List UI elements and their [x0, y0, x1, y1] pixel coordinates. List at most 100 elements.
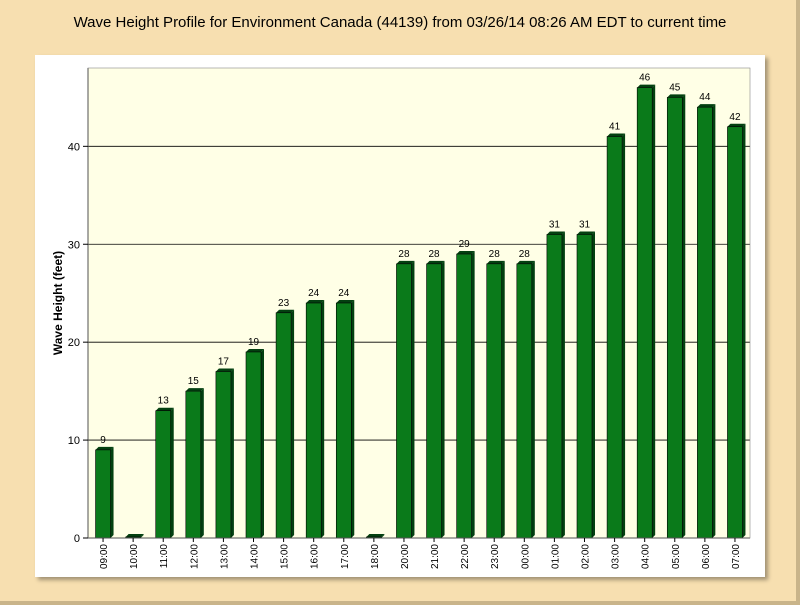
y-tick-label: 40 — [68, 141, 80, 153]
bar-value-label: 24 — [338, 288, 350, 299]
bar-top — [125, 534, 144, 537]
bar-value-label: 44 — [699, 92, 711, 103]
bar-side — [321, 300, 325, 538]
bar — [727, 126, 743, 539]
bar-value-label: 42 — [729, 112, 741, 123]
x-tick-label: 15:00 — [280, 544, 291, 569]
bar-side — [291, 309, 295, 538]
bar — [95, 449, 111, 539]
bar-value-label: 19 — [248, 337, 260, 348]
x-tick-label: 07:00 — [731, 544, 742, 569]
bar-side — [592, 231, 595, 539]
bar-top — [516, 260, 535, 264]
x-ticks: 09:00 10:00 11:00 12:00 13:00 14:00 15:00 16:00… — [99, 538, 742, 569]
x-tick-label: 00:00 — [520, 544, 531, 569]
x-tick-label: 16:00 — [310, 544, 321, 569]
bar — [275, 312, 292, 539]
bar-side — [351, 300, 355, 538]
bar-top — [276, 309, 295, 313]
bar-side — [411, 260, 415, 538]
x-tick-label: 06:00 — [701, 544, 712, 569]
y-tick-label: 30 — [68, 239, 80, 251]
bar-top — [697, 104, 716, 108]
bar — [305, 302, 322, 539]
bar-top — [215, 368, 234, 372]
bar-value-label: 24 — [308, 288, 320, 299]
x-tick-label: 03:00 — [611, 544, 622, 569]
bar — [426, 263, 442, 539]
y-tick-label: 10 — [68, 435, 80, 447]
bar — [486, 263, 503, 539]
bar-side — [652, 84, 656, 538]
bar-top — [607, 133, 626, 137]
bar-value-label: 28 — [398, 249, 410, 260]
bar-value-label: 46 — [639, 73, 651, 84]
x-tick-label: 04:00 — [641, 544, 652, 569]
bar-value-label: 31 — [549, 219, 561, 230]
bar-side — [561, 231, 565, 539]
bar-side — [501, 260, 505, 538]
bar-side — [622, 133, 626, 538]
bar-top — [306, 300, 325, 303]
plot-border — [87, 67, 751, 539]
bar-value-label: 17 — [218, 357, 230, 368]
bar-value-label: 23 — [278, 298, 290, 309]
bar-value-label: 45 — [669, 82, 681, 93]
x-tick-label: 20:00 — [400, 544, 411, 569]
bar-top — [727, 123, 746, 127]
bar-value-label: 15 — [188, 376, 200, 387]
x-tick-label: 17:00 — [340, 544, 351, 569]
bar-top — [336, 300, 355, 303]
bar-side — [230, 368, 234, 538]
bar-top — [426, 260, 445, 264]
bar-value-label: 13 — [158, 396, 170, 407]
x-tick-label: 18:00 — [370, 544, 381, 569]
x-tick-label: 13:00 — [219, 544, 230, 569]
bars: 9 13 15 17 19 23 24 24 28 28 29 28 28 31 31 41 46 45 44 42 — [95, 73, 746, 539]
bar-side — [140, 534, 144, 538]
bar — [245, 351, 262, 539]
bar-side — [712, 104, 716, 539]
bar-side — [261, 348, 264, 538]
bar — [335, 302, 352, 539]
bar-side — [200, 388, 204, 538]
x-tick-label: 12:00 — [189, 544, 200, 569]
y-tick-label: 20 — [68, 337, 80, 349]
chart-title: Wave Height Profile for Environment Cana… — [73, 14, 727, 31]
bar — [576, 234, 593, 539]
bar-side — [441, 260, 445, 538]
bar-side — [110, 446, 114, 538]
bar-side — [531, 260, 535, 538]
bar-top — [456, 251, 475, 255]
x-tick-label: 01:00 — [550, 544, 561, 569]
bar-value-label: 28 — [519, 249, 531, 260]
bar-side — [682, 94, 686, 538]
bar — [636, 87, 653, 539]
bar-top — [577, 231, 595, 235]
bar — [516, 263, 533, 539]
y-ticks: 0 10 20 30 40 — [68, 141, 88, 545]
bar — [185, 390, 202, 539]
x-tick-label: 11:00 — [159, 544, 170, 569]
bar-top — [95, 446, 114, 450]
bar — [606, 136, 623, 539]
bar — [697, 106, 713, 539]
bar-top — [155, 407, 174, 411]
bar — [456, 253, 472, 539]
bar-side — [381, 534, 385, 538]
x-tick-label: 22:00 — [460, 544, 471, 569]
bar-top — [486, 260, 505, 264]
bar-side — [742, 123, 746, 538]
bar — [666, 97, 683, 539]
bar-top — [185, 388, 204, 392]
x-tick-label: 21:00 — [430, 544, 441, 569]
x-tick-label: 23:00 — [490, 544, 501, 569]
y-tick-label: 0 — [74, 533, 80, 545]
bar — [396, 263, 412, 539]
bar-value-label: 41 — [609, 122, 621, 133]
bar-top — [546, 231, 565, 235]
bar-value-label: 31 — [579, 219, 591, 230]
bar-value-label: 28 — [489, 249, 501, 260]
x-tick-label: 14:00 — [250, 544, 261, 569]
bar-value-label: 29 — [459, 239, 471, 250]
